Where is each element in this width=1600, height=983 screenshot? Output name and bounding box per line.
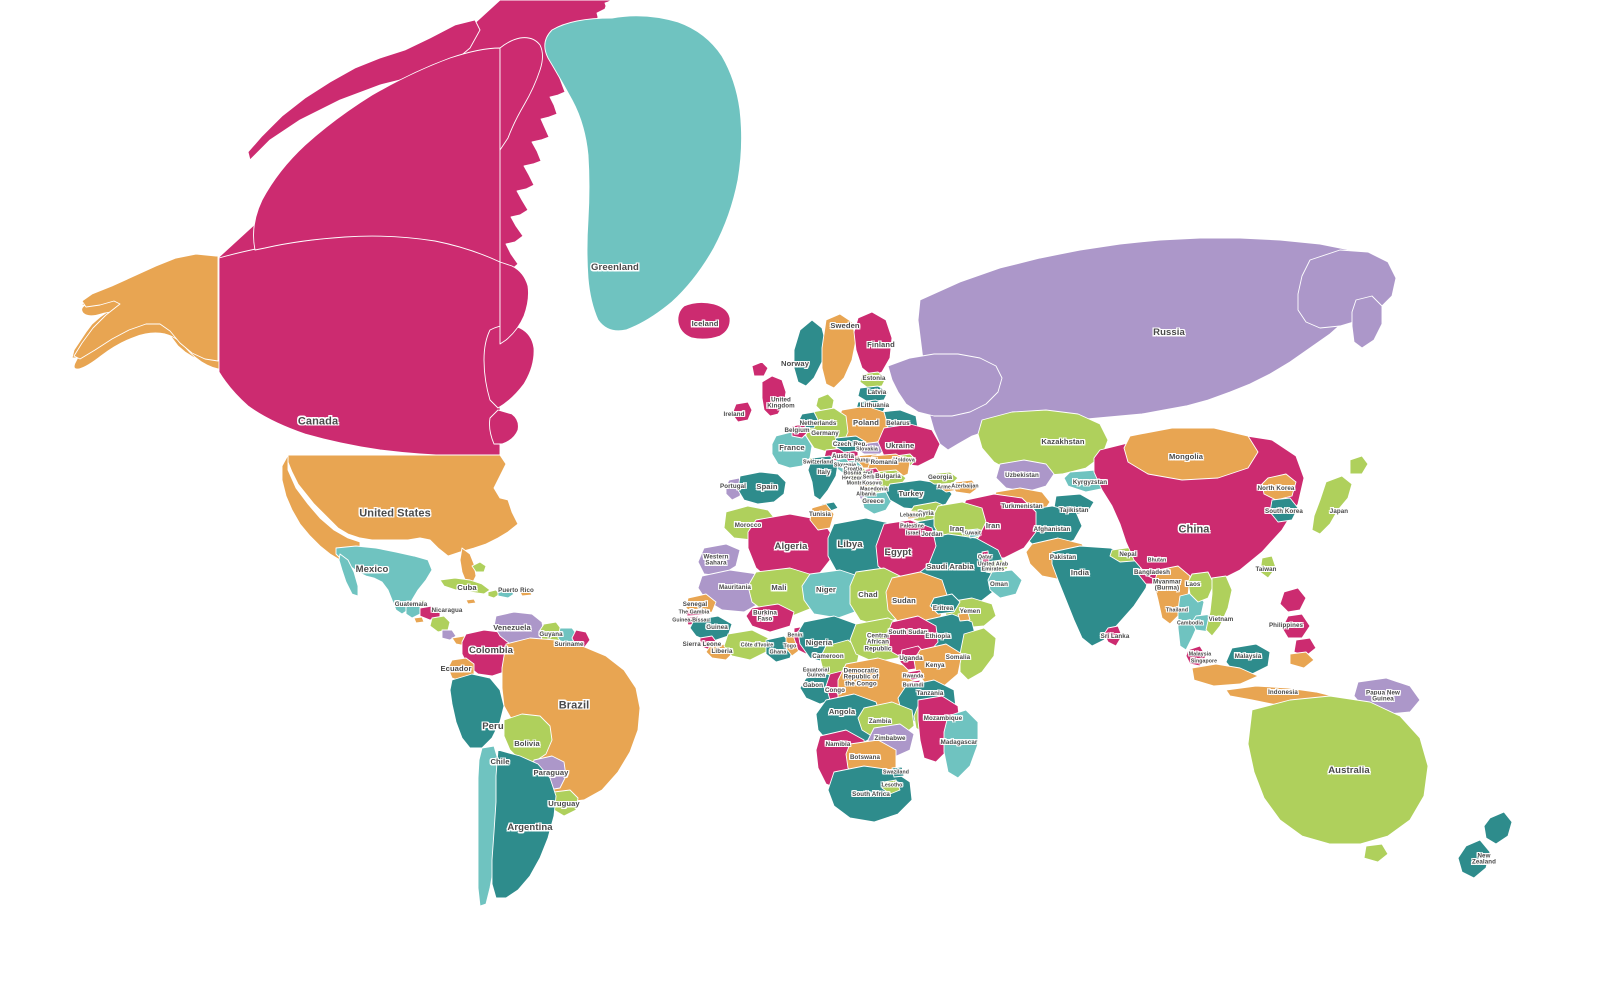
country-the-gambia [685,608,704,617]
country-mali [747,567,823,617]
country-qatar [981,550,990,563]
country-cuba [439,577,491,595]
country-mexico-baja [338,553,359,597]
country-eritrea [929,593,961,615]
country-russia-kamchatka [1351,295,1383,349]
country-azerbaijan [951,479,979,495]
country-canada-east [499,261,529,345]
country-rwanda [905,669,925,681]
country-united-states [287,454,519,557]
country-philippines [1279,587,1317,657]
country-greenland [544,15,743,332]
country-bolivia [503,713,553,763]
country-estonia [859,371,887,389]
country-belgium [791,423,809,439]
countries [73,0,1513,907]
country-laos [1187,571,1215,603]
country-puerto-rico [519,590,533,597]
country-finland [853,311,893,377]
country-argentina [491,749,557,899]
country-canada-arctic [247,19,481,161]
country-malaysia-borneo [1225,643,1271,675]
country-australia [1247,695,1429,845]
country-spain [737,471,787,505]
country-kazakhstan [977,409,1109,477]
country-italy [807,455,839,501]
country-norway [793,319,827,387]
country-peru [449,673,505,749]
country-canada-arctic-islands [253,47,501,263]
country-south-korea [1269,497,1299,523]
country-iceland [677,301,731,340]
country-cote-divoire [723,629,769,661]
country-tunisia [809,503,835,531]
country-lesotho [881,779,901,795]
country-ireland [731,401,753,423]
country-djibouti [957,612,971,622]
country-swaziland [891,766,905,778]
country-russia-west [887,353,1003,417]
country-canada-labrador [483,325,535,409]
country-dominican-republic [497,589,515,599]
country-haiti [487,589,501,599]
country-burkina-faso [745,603,795,633]
country-france [771,431,813,469]
country-uzbekistan [995,459,1055,493]
country-new-zealand [1457,811,1513,879]
country-south-africa [827,765,913,823]
country-lebanon [905,510,919,520]
country-mongolia [1123,427,1259,481]
country-bahamas [471,561,487,573]
country-latvia [857,385,889,403]
country-tasmania [1363,843,1389,863]
country-guinea [689,615,733,643]
country-vietnam [1205,575,1233,637]
country-kuwait [967,528,981,539]
country-taiwan [1259,555,1277,579]
country-north-korea [1261,473,1297,501]
country-canada-ne [499,37,543,151]
country-mexico [335,545,433,615]
country-jamaica [465,598,477,605]
country-kosovo [865,478,879,488]
country-oman [987,569,1023,599]
country-el-salvador [413,616,425,624]
country-japan [1311,455,1369,535]
country-sri-lanka [1103,625,1123,647]
country-united-kingdom [751,361,787,417]
country-russia [917,237,1369,451]
country-sweden [821,313,857,389]
country-canada-maritimes [489,409,519,445]
country-madagascar [943,709,979,779]
